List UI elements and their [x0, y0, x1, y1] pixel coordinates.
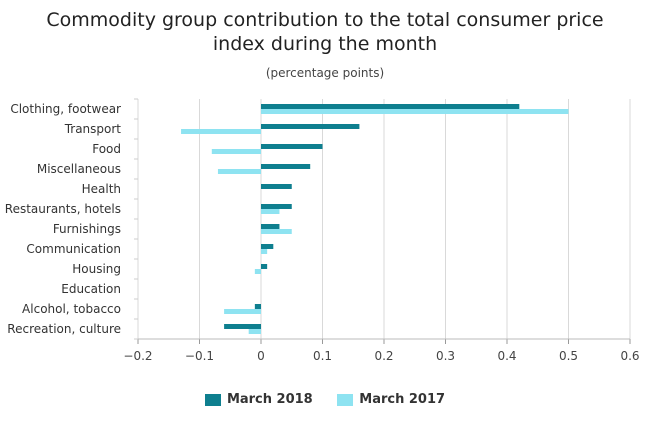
bar-march-2017: [261, 109, 569, 114]
bar-march-2018: [261, 264, 268, 269]
bar-march-2018: [261, 224, 280, 229]
category-label: Communication: [26, 242, 121, 256]
bar-march-2017: [224, 309, 261, 314]
x-tick-label: 0.4: [497, 349, 516, 363]
legend-swatch-series-2: [337, 393, 354, 406]
bar-march-2017: [211, 149, 261, 154]
legend-item-series-2[interactable]: March 2017: [337, 392, 445, 407]
x-tick-label: −0.2: [123, 349, 152, 363]
legend-label-series-2: March 2017: [359, 392, 446, 407]
category-label: Alcohol, tobacco: [22, 302, 121, 316]
x-tick-label: 0.1: [313, 349, 332, 363]
x-tick-label: 0: [257, 349, 265, 363]
category-label: Transport: [64, 122, 122, 136]
bar-march-2017: [217, 169, 261, 174]
bar-march-2017: [248, 329, 261, 334]
bar-march-2017: [254, 269, 261, 274]
bar-march-2018: [261, 244, 274, 249]
category-label: Miscellaneous: [37, 162, 121, 176]
category-label: Food: [92, 142, 121, 156]
x-tick-label: 0.2: [374, 349, 393, 363]
chart-title: Commodity group contribution to the tota…: [46, 9, 604, 55]
legend: March 2018 March 2017: [0, 392, 650, 407]
x-tick-label: −0.1: [185, 349, 214, 363]
legend-item-series-1[interactable]: March 2018: [204, 392, 313, 407]
bar-march-2018: [261, 184, 292, 189]
bar-march-2018: [261, 204, 292, 209]
x-tick-label: 0.6: [620, 349, 639, 363]
x-tick-label: 0.5: [559, 349, 578, 363]
legend-swatch-series-1: [204, 393, 221, 406]
category-label: Education: [61, 282, 121, 296]
category-label: Housing: [72, 262, 121, 276]
bar-march-2017: [181, 129, 261, 134]
bar-march-2018: [261, 164, 311, 169]
bar-march-2017: [261, 229, 292, 234]
bar-march-2017: [261, 209, 280, 214]
category-label: Health: [82, 182, 121, 196]
bar-march-2018: [224, 324, 261, 329]
bar-march-2018: [261, 124, 360, 129]
legend-label-series-1: March 2018: [226, 392, 313, 407]
bar-march-2018: [261, 144, 323, 149]
bar-march-2018: [254, 304, 261, 309]
category-label: Restaurants, hotels: [5, 202, 121, 216]
chart-subtitle: (percentage points): [265, 66, 385, 80]
category-label: Recreation, culture: [7, 322, 121, 336]
bar-march-2018: [261, 104, 520, 109]
bar-march-2017: [261, 249, 268, 254]
category-label: Clothing, footwear: [10, 102, 121, 116]
category-label: Furnishings: [53, 222, 121, 236]
x-tick-label: 0.3: [436, 349, 455, 363]
